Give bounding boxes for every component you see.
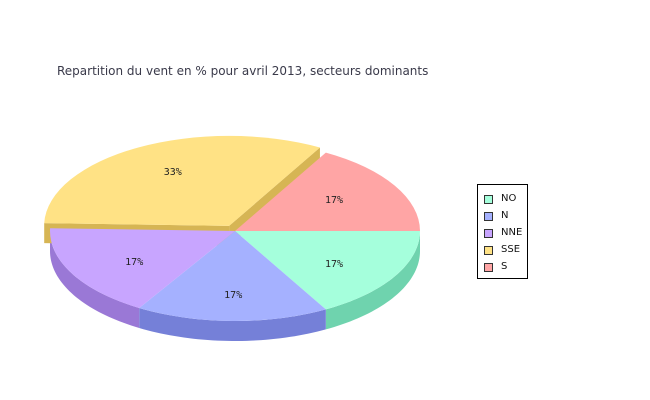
legend-item-n: N: [484, 210, 508, 222]
legend-item-nne: NNE: [484, 227, 522, 239]
slice-side-nne: [50, 231, 140, 328]
slice-label-no: 17%: [325, 259, 343, 270]
legend-item-sse: SSE: [484, 244, 520, 256]
legend-swatch: [484, 262, 493, 272]
legend-swatch: [484, 228, 493, 238]
chart-title: Repartition du vent en % pour avril 2013…: [57, 64, 429, 78]
slice-s[interactable]: [235, 152, 420, 231]
slice-side-n: [139, 307, 326, 341]
legend-swatch: [484, 245, 493, 255]
legend-label: N: [501, 210, 509, 221]
legend-swatch: [484, 194, 493, 204]
legend-item-s: S: [484, 261, 507, 273]
slice-label-s: 17%: [325, 195, 343, 206]
slice-nne[interactable]: [50, 228, 235, 308]
legend-swatch: [484, 211, 493, 221]
legend-item-no: NO: [484, 193, 516, 205]
slice-label-sse: 33%: [164, 167, 182, 178]
pie-slices: [44, 135, 420, 321]
pie-labels: 17% 17% 17% 33% 17%: [125, 167, 343, 301]
slice-side-no: [325, 231, 420, 330]
legend-label: NO: [501, 193, 517, 204]
legend-label: S: [501, 261, 508, 272]
legend-label: SSE: [501, 244, 521, 255]
legend-label: NNE: [501, 227, 523, 238]
slice-n[interactable]: [139, 231, 326, 321]
slice-label-nne: 17%: [125, 257, 143, 268]
slice-sse[interactable]: [44, 135, 320, 226]
legend: NO N NNE SSE S: [477, 184, 528, 279]
slice-label-n: 17%: [224, 290, 242, 301]
slice-no[interactable]: [235, 231, 420, 310]
